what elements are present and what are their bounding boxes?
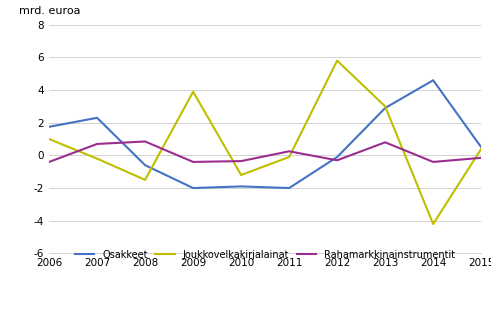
Line: Rahamarkkinainstrumentit: Rahamarkkinainstrumentit [49,142,481,162]
Joukkovelkakirjalainat [238,173,244,177]
Joukkovelkakirjalainat [46,137,52,141]
Joukkovelkakirjalainat [478,147,484,151]
Osakkeet [46,125,52,129]
Joukkovelkakirjalainat [286,155,292,159]
Rahamarkkinainstrumentit [238,159,244,163]
Osakkeet [142,163,148,167]
Rahamarkkinainstrumentit [142,140,148,143]
Rahamarkkinainstrumentit [478,156,484,160]
Rahamarkkinainstrumentit [334,159,340,162]
Joukkovelkakirjalainat [430,222,436,226]
Joukkovelkakirjalainat [142,178,148,182]
Rahamarkkinainstrumentit [190,160,196,164]
Joukkovelkakirjalainat [382,104,388,108]
Osakkeet [286,186,292,190]
Osakkeet [238,184,244,188]
Rahamarkkinainstrumentit [382,141,388,144]
Osakkeet [334,155,340,159]
Text: mrd. euroa: mrd. euroa [19,6,81,15]
Rahamarkkinainstrumentit [46,160,52,164]
Rahamarkkinainstrumentit [286,150,292,153]
Joukkovelkakirjalainat [334,59,340,62]
Osakkeet [430,78,436,82]
Joukkovelkakirjalainat [94,157,100,160]
Osakkeet [94,116,100,120]
Line: Joukkovelkakirjalainat: Joukkovelkakirjalainat [49,61,481,224]
Legend: Osakkeet, Joukkovelkakirjalainat, Rahamarkkinainstrumentit: Osakkeet, Joukkovelkakirjalainat, Rahama… [75,250,455,260]
Osakkeet [382,106,388,110]
Line: Osakkeet: Osakkeet [49,80,481,188]
Osakkeet [478,145,484,149]
Rahamarkkinainstrumentit [430,160,436,164]
Rahamarkkinainstrumentit [94,142,100,146]
Joukkovelkakirjalainat [190,90,196,94]
Osakkeet [190,186,196,190]
